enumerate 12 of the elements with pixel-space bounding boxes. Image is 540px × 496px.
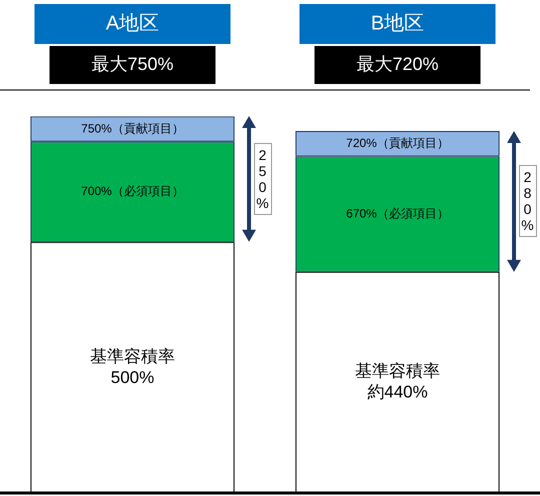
x-tick-label: A地区 xyxy=(106,12,160,35)
annotation: 280% xyxy=(518,165,537,238)
annotation: 250% xyxy=(254,143,272,216)
annotation: 700%（必須項目） xyxy=(81,184,184,198)
annotation: 基準容積率約440% xyxy=(355,362,440,402)
text: 最大750% xyxy=(91,54,174,74)
annotation: 基準容積率500% xyxy=(90,346,175,387)
annotation: 750%（貢献項目） xyxy=(81,121,184,136)
annotation: 670%（必須項目） xyxy=(346,206,449,220)
text: 最大720% xyxy=(356,54,439,74)
x-tick-label: B地区 xyxy=(370,12,424,35)
annotation: 720%（貢献項目） xyxy=(346,136,449,150)
